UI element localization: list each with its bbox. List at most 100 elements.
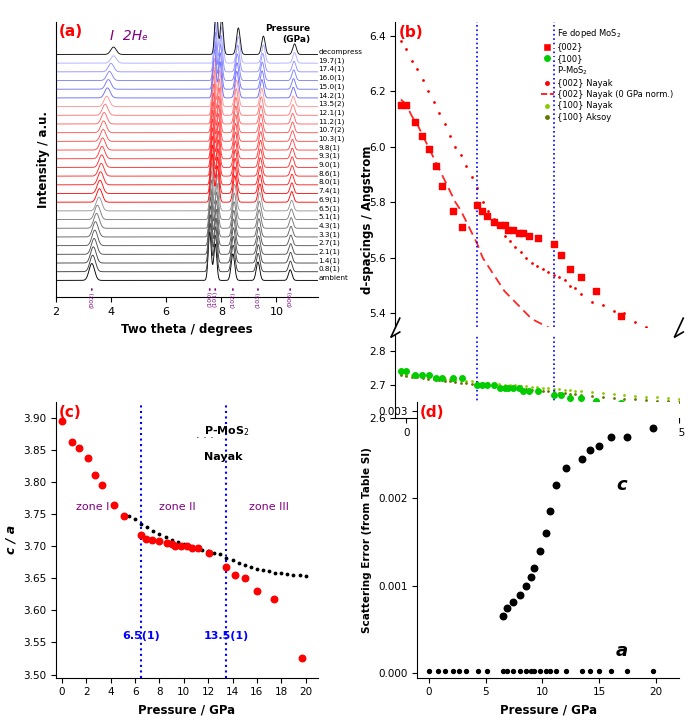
Point — [154, 536, 165, 547]
Text: (002): (002) — [90, 291, 95, 308]
Text: I  2Hₑ: I 2Hₑ — [111, 29, 148, 43]
Point — [221, 562, 232, 573]
Text: 6.9(1): 6.9(1) — [318, 196, 340, 203]
Point — [401, 366, 412, 377]
Point — [624, 399, 636, 410]
Point — [454, 665, 465, 676]
Point — [526, 665, 537, 676]
Point — [430, 372, 442, 384]
Point — [521, 665, 532, 676]
Text: · · ·: · · · — [196, 433, 214, 443]
X-axis label: Pressure / GPa: Pressure / GPa — [489, 443, 586, 456]
Text: zone II: zone II — [160, 502, 196, 512]
Text: 11.2(1): 11.2(1) — [318, 118, 344, 125]
Point — [193, 541, 204, 553]
Point — [561, 462, 572, 474]
Point — [182, 541, 193, 552]
Point — [424, 143, 435, 155]
Point — [533, 386, 544, 397]
Point — [508, 224, 519, 236]
Point — [395, 99, 407, 111]
Point — [594, 440, 605, 451]
Point — [495, 382, 506, 394]
Text: Pressure
(GPa): Pressure (GPa) — [265, 25, 310, 44]
Point — [514, 665, 525, 676]
Text: 4.3(1): 4.3(1) — [318, 222, 340, 229]
Point — [521, 580, 532, 592]
Point — [540, 665, 552, 676]
Text: (c): (c) — [59, 404, 81, 420]
Point — [529, 562, 540, 574]
Point — [161, 537, 172, 549]
Point — [550, 479, 561, 491]
Point — [416, 369, 427, 381]
Point — [550, 665, 561, 676]
Text: (100): (100) — [207, 291, 212, 307]
Point — [482, 379, 493, 391]
Point — [575, 392, 587, 404]
Point — [476, 379, 487, 391]
Point — [621, 665, 632, 676]
Text: (101): (101) — [213, 291, 218, 307]
Point — [296, 652, 307, 663]
Point — [230, 570, 241, 581]
Point — [502, 224, 513, 236]
Text: (006): (006) — [288, 291, 293, 307]
Point — [545, 505, 556, 517]
Point — [499, 382, 510, 394]
Point — [605, 431, 616, 443]
Point — [648, 423, 659, 434]
Point — [472, 665, 483, 676]
Point — [481, 665, 492, 676]
Point — [239, 572, 251, 584]
Text: 6.5(1): 6.5(1) — [122, 631, 160, 641]
Text: 13.5(1): 13.5(1) — [204, 631, 249, 641]
Text: 15.0(1): 15.0(1) — [318, 84, 344, 90]
X-axis label: Two theta / degrees: Two theta / degrees — [121, 322, 253, 335]
Point — [66, 437, 78, 448]
Text: 14.2(1): 14.2(1) — [318, 92, 344, 99]
Point — [401, 99, 412, 111]
Point — [529, 665, 540, 676]
Point — [136, 529, 147, 541]
Text: P-MoS$_2$: P-MoS$_2$ — [204, 424, 250, 438]
Point — [90, 469, 101, 480]
Text: d-spacings / Angstrom: d-spacings / Angstrom — [361, 146, 374, 294]
Point — [495, 218, 506, 230]
Point — [517, 386, 528, 397]
Point — [648, 665, 659, 676]
Point — [410, 116, 421, 128]
Text: 6.5(1): 6.5(1) — [318, 205, 340, 211]
Text: 10.7(2): 10.7(2) — [318, 127, 344, 133]
Text: 16.0(1): 16.0(1) — [318, 75, 344, 81]
Text: zone I: zone I — [76, 502, 109, 512]
Point — [556, 249, 567, 261]
Point — [594, 665, 605, 676]
Point — [456, 372, 468, 384]
Point — [508, 596, 519, 607]
Text: 9.3(1): 9.3(1) — [318, 153, 340, 159]
Text: (103): (103) — [256, 291, 260, 308]
Point — [141, 533, 152, 544]
Point — [437, 180, 448, 191]
Point — [395, 366, 407, 377]
X-axis label: Pressure / GPa: Pressure / GPa — [500, 703, 596, 716]
Point — [499, 218, 510, 230]
Point — [97, 479, 108, 490]
Point — [561, 665, 572, 676]
Point — [523, 230, 534, 242]
Text: 10.3(1): 10.3(1) — [318, 136, 344, 142]
Text: 8.6(1): 8.6(1) — [318, 170, 340, 177]
Text: zone III: zone III — [249, 502, 289, 512]
Text: decompress: decompress — [318, 49, 363, 55]
Point — [476, 205, 487, 216]
Point — [591, 286, 602, 297]
Point — [526, 571, 537, 583]
Text: 1.4(1): 1.4(1) — [318, 257, 340, 264]
Text: 2.1(1): 2.1(1) — [318, 249, 340, 255]
Y-axis label: Intensity / a.u.: Intensity / a.u. — [37, 111, 50, 208]
Text: 7.4(1): 7.4(1) — [318, 187, 340, 194]
Point — [615, 397, 626, 409]
Point — [535, 665, 546, 676]
Point — [251, 585, 262, 597]
